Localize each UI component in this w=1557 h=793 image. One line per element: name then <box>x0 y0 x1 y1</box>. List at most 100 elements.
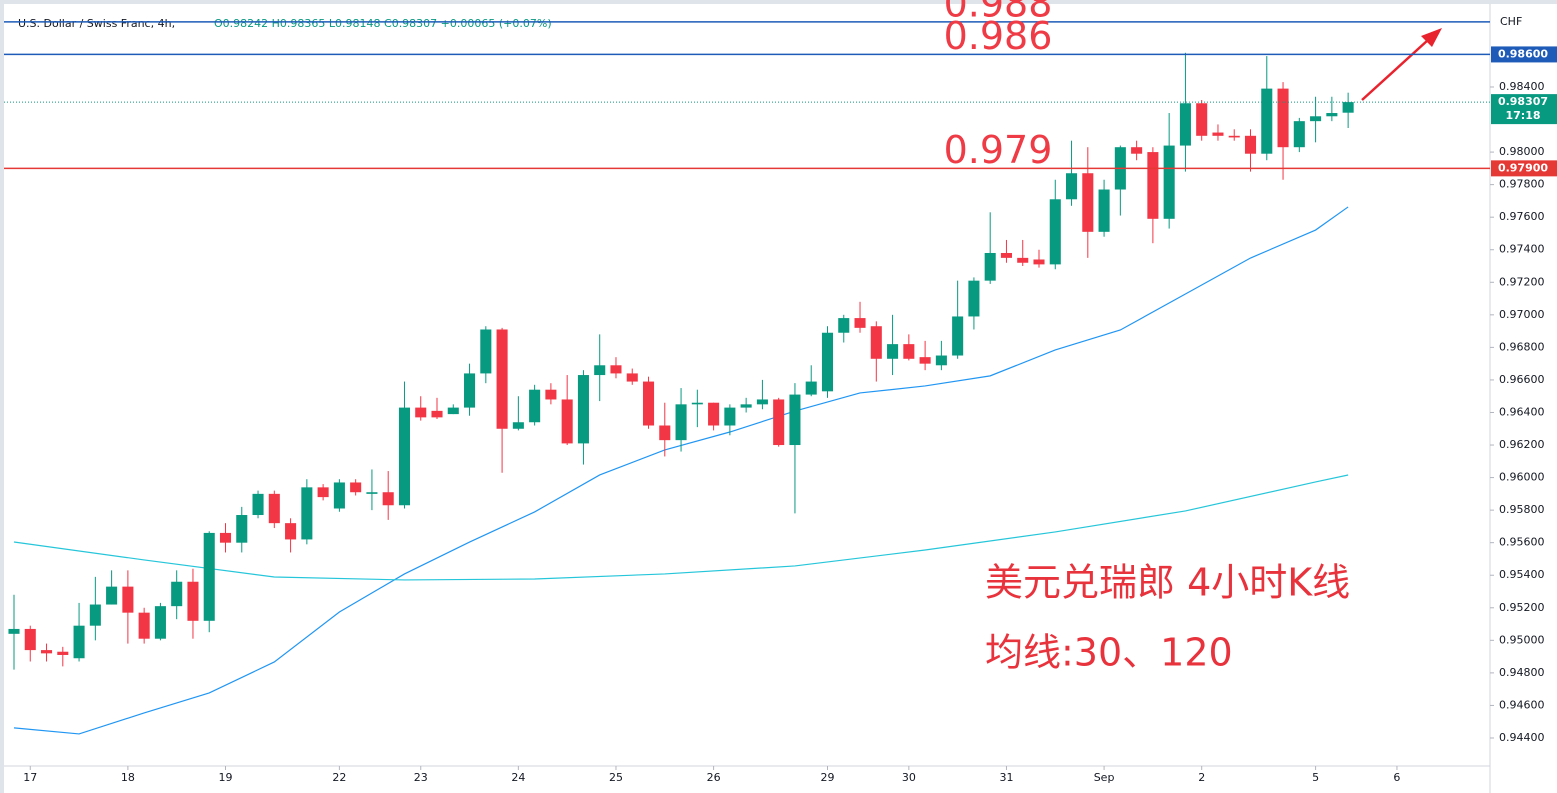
candle-body <box>57 651 69 655</box>
level-label: 0.979 <box>944 128 1053 172</box>
price-tag <box>1491 46 1557 63</box>
level-label: 0.986 <box>944 14 1053 58</box>
candle-body <box>1066 173 1078 200</box>
candle-body <box>480 329 492 374</box>
y-tick-label: 0.96000 <box>1499 471 1545 484</box>
candle-body <box>268 493 280 524</box>
y-tick-label: 0.95000 <box>1499 633 1545 646</box>
candle-body <box>447 407 459 415</box>
candle-body <box>41 650 53 654</box>
candle-body <box>887 344 899 359</box>
candle-body <box>545 389 557 400</box>
y-tick-label: 0.97600 <box>1499 210 1545 223</box>
y-tick-label: 0.97400 <box>1499 243 1545 256</box>
x-tick-label: 26 <box>707 771 721 784</box>
x-tick-label: 5 <box>1312 771 1319 784</box>
candle-body <box>870 326 882 359</box>
candle-body <box>398 407 411 506</box>
candle-body <box>1049 199 1061 265</box>
candle-body <box>512 422 524 429</box>
candle-body <box>464 373 476 408</box>
candle-body <box>561 399 573 444</box>
candle-body <box>496 329 508 429</box>
candle-body <box>187 581 199 621</box>
candle-body <box>285 523 297 540</box>
price-tag-text: 0.98307 <box>1498 95 1548 108</box>
candle-body <box>1082 173 1094 232</box>
candle-body <box>1212 132 1224 136</box>
candle-body <box>1310 116 1322 122</box>
candle-body <box>366 492 378 494</box>
y-tick-label: 0.96800 <box>1499 340 1545 353</box>
candle-body <box>106 586 118 605</box>
symbol: U.S. Dollar / Swiss Franc, 4h, <box>18 17 175 30</box>
candle-body <box>1277 88 1289 148</box>
candle-body <box>73 625 85 659</box>
arrow-head <box>1421 28 1442 47</box>
y-tick-label: 0.97800 <box>1499 178 1545 191</box>
candle-body <box>350 482 362 493</box>
x-tick-label: 23 <box>414 771 428 784</box>
candle-body <box>756 399 768 405</box>
candle-body <box>1033 259 1045 265</box>
candle-body <box>8 628 20 634</box>
candle-body <box>1179 103 1191 146</box>
candle-body <box>691 402 703 405</box>
moving-average <box>13 474 1349 581</box>
candle-body <box>89 604 101 626</box>
y-tick-label: 0.97200 <box>1499 275 1545 288</box>
y-tick-label: 0.96600 <box>1499 373 1545 386</box>
candle-body <box>903 344 915 359</box>
candle-body <box>821 332 834 392</box>
candle-body <box>415 407 427 418</box>
candle-body <box>854 318 866 328</box>
candle-body <box>529 389 541 423</box>
y-tick-label: 0.96400 <box>1499 405 1545 418</box>
y-tick-label: 0.94800 <box>1499 666 1545 679</box>
y-tick-label: 0.96200 <box>1499 438 1545 451</box>
candle-body <box>1342 102 1354 113</box>
candle-body <box>642 381 655 426</box>
y-tick-label: 0.95800 <box>1499 503 1545 516</box>
x-tick-label: 25 <box>609 771 623 784</box>
candle-body <box>594 365 606 376</box>
candle-body <box>1000 252 1012 258</box>
y-tick-label: 0.98000 <box>1499 145 1545 158</box>
x-tick-label: 18 <box>121 771 135 784</box>
candle-body <box>1098 189 1110 232</box>
candle-body <box>203 532 215 621</box>
candle-body <box>236 515 248 543</box>
price-tag <box>1491 160 1557 177</box>
candle-body <box>1147 152 1159 219</box>
candle-body <box>333 482 345 509</box>
candle-body <box>1293 121 1305 148</box>
level-label: 0.988 <box>944 0 1053 25</box>
candle-body <box>1196 103 1208 136</box>
candle-body <box>138 612 150 639</box>
candle-body <box>626 373 638 382</box>
candle-body <box>805 381 817 395</box>
candle-body <box>789 394 801 446</box>
price-tag-text: 0.97900 <box>1498 161 1548 174</box>
candle-body <box>773 399 785 446</box>
price-tag-text: 0.98600 <box>1498 47 1548 60</box>
candle-body <box>968 280 980 317</box>
y-tick-label: 0.97000 <box>1499 308 1545 321</box>
x-tick-label: 30 <box>902 771 916 784</box>
candle-body <box>935 355 947 366</box>
candle-body <box>1244 135 1257 154</box>
candle-body <box>382 492 394 506</box>
candle-body <box>1163 145 1175 219</box>
candle-body <box>171 581 183 607</box>
candle-body <box>1261 88 1273 154</box>
candle-body <box>24 628 36 651</box>
price-tag <box>1491 94 1557 125</box>
x-tick-label: 6 <box>1393 771 1400 784</box>
candle-body <box>919 357 931 364</box>
x-tick-label: 24 <box>511 771 525 784</box>
candle-body <box>301 487 313 540</box>
candle-body <box>1017 257 1029 263</box>
y-tick-label: 0.98400 <box>1499 80 1545 93</box>
